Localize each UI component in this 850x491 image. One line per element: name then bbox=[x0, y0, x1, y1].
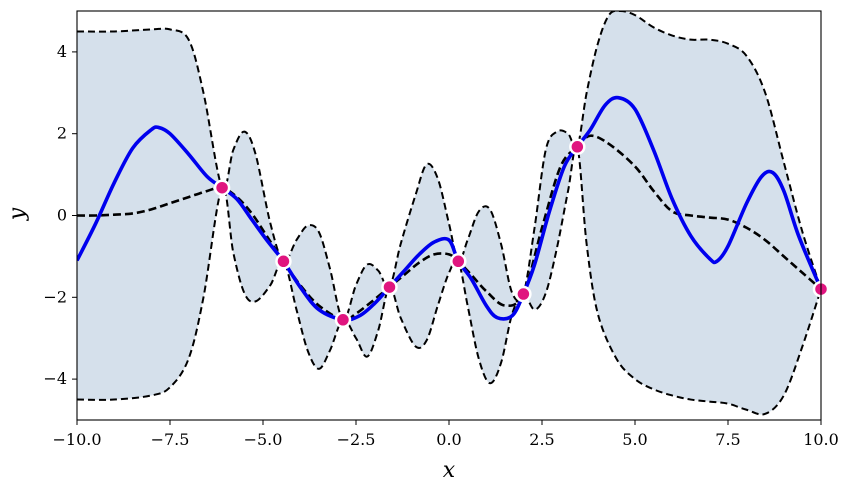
x-tick-label: 2.5 bbox=[529, 430, 554, 449]
lower-bound-line bbox=[77, 144, 821, 416]
observation-point bbox=[450, 253, 467, 270]
confidence-band bbox=[77, 11, 821, 415]
observation-point bbox=[334, 311, 352, 329]
y-tick-label: −2 bbox=[43, 287, 67, 306]
sample-line bbox=[77, 95, 821, 322]
x-tick-label: −7.5 bbox=[151, 430, 190, 449]
x-tick-label: 0.0 bbox=[436, 430, 461, 449]
observation-point bbox=[515, 285, 532, 303]
x-tick-label: 7.5 bbox=[715, 430, 740, 449]
x-tick-label: −2.5 bbox=[337, 430, 376, 449]
y-axis-label: y bbox=[5, 207, 30, 221]
x-tick-label: −5.0 bbox=[244, 430, 283, 449]
observation-point bbox=[213, 179, 231, 196]
x-tick-label: 5.0 bbox=[622, 430, 647, 449]
y-tick-label: −4 bbox=[43, 369, 67, 388]
x-axis-label: x bbox=[443, 458, 456, 483]
observation-point bbox=[381, 278, 398, 296]
mean-line bbox=[77, 134, 821, 322]
x-tick-label: 10.0 bbox=[803, 430, 839, 449]
x-axis: −10.0 −7.5 −5.0 −2.5 0.0 2.5 5.0 7.5 10.0 bbox=[52, 420, 839, 449]
band-layer bbox=[77, 11, 821, 415]
observation-point bbox=[275, 253, 292, 270]
points-layer bbox=[213, 138, 830, 329]
y-tick-label: 4 bbox=[57, 42, 67, 61]
y-tick-label: 2 bbox=[57, 124, 67, 143]
y-tick-label: 0 bbox=[57, 206, 67, 225]
y-axis: −4 −2 0 2 4 bbox=[43, 42, 77, 388]
observation-point bbox=[569, 138, 586, 156]
x-tick-label: −10.0 bbox=[52, 430, 101, 449]
